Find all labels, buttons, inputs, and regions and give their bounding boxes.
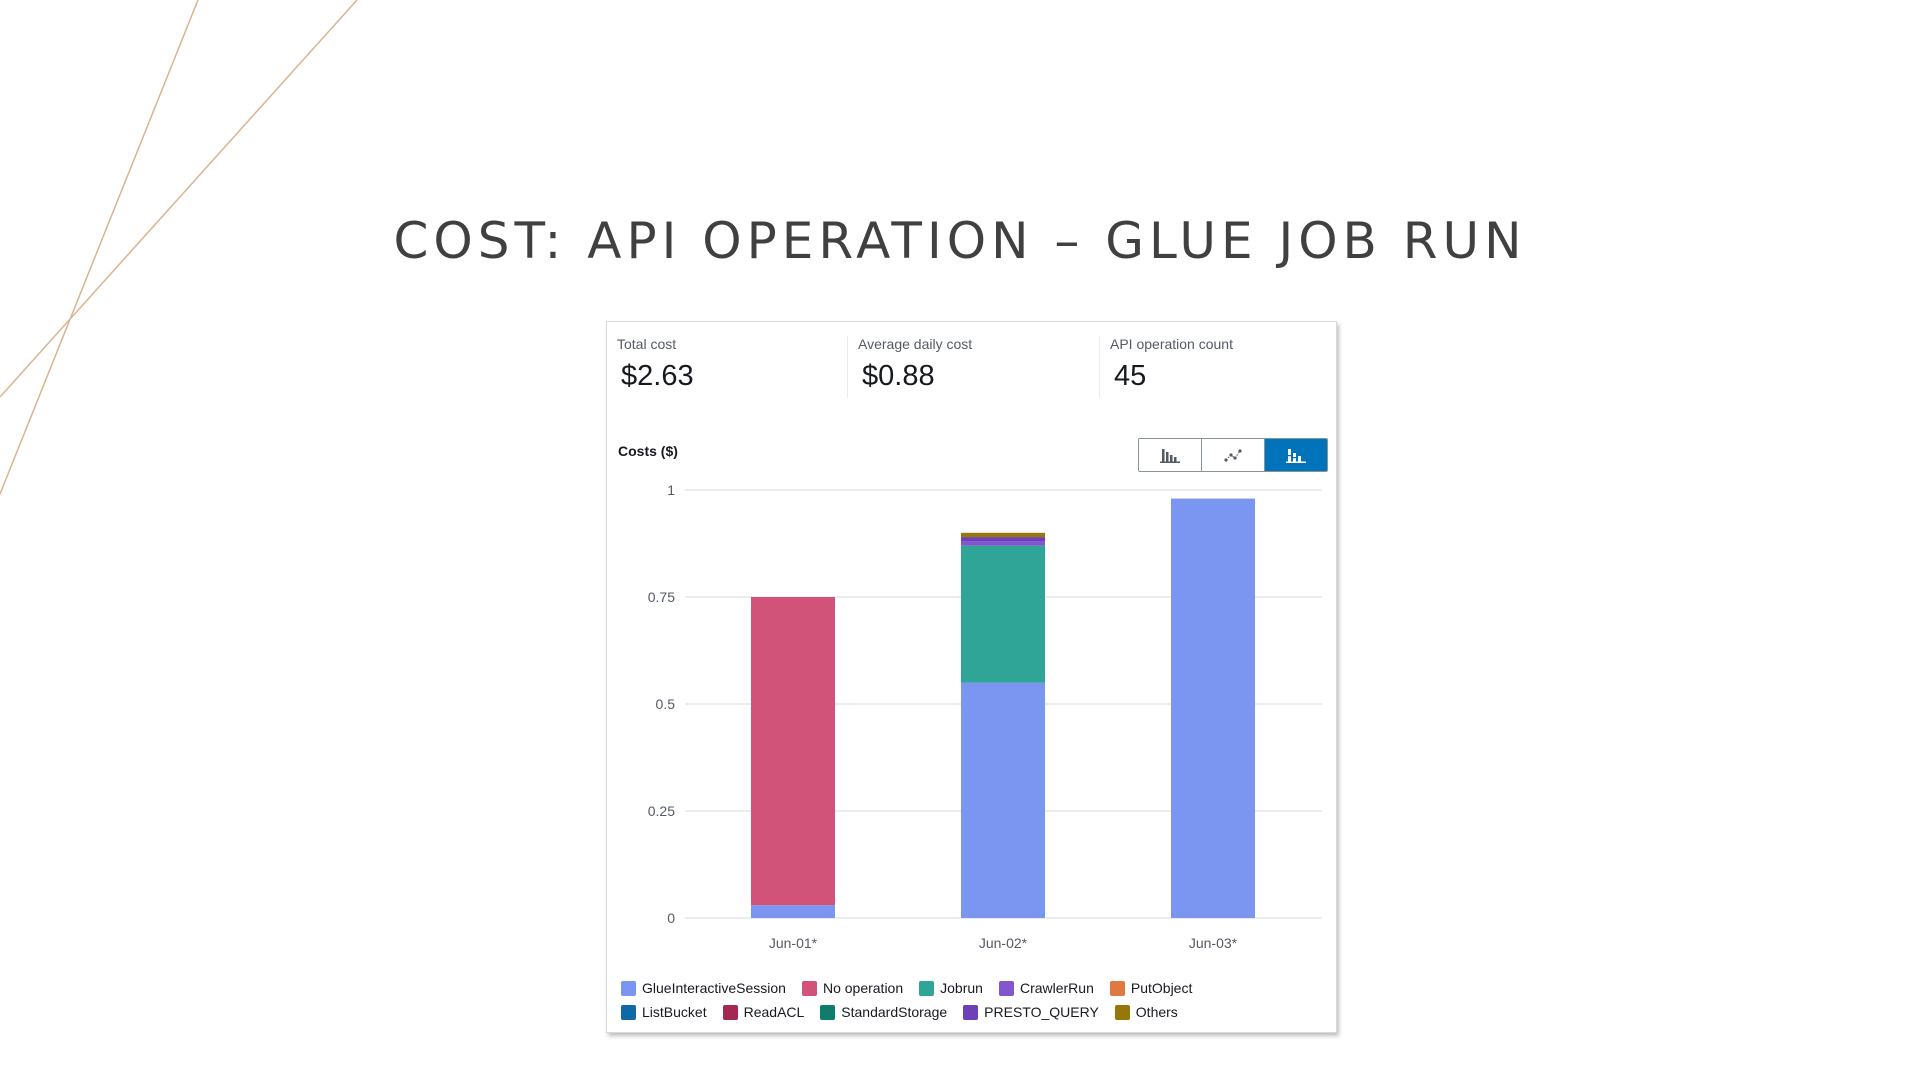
bar-segment — [751, 597, 835, 906]
metric-label: Average daily cost — [858, 336, 973, 352]
legend-label: Others — [1135, 1004, 1178, 1020]
summary-metrics: Total cost $2.63 Average daily cost $0.8… — [607, 322, 1336, 402]
bar-segment — [1171, 498, 1255, 918]
y-tick-label: 0.5 — [656, 696, 676, 712]
bar-segment — [961, 541, 1045, 546]
legend-label: Jobrun — [940, 980, 983, 996]
bar-segment — [961, 682, 1045, 918]
legend-item[interactable]: StandardStorage — [820, 1004, 947, 1020]
stacked-bar-chart-button[interactable] — [1264, 439, 1327, 471]
legend-label: ListBucket — [642, 1004, 707, 1020]
legend-swatch — [1114, 1004, 1130, 1020]
bar-segment — [961, 537, 1045, 542]
legend-swatch — [998, 980, 1014, 996]
legend-label: ReadACL — [743, 1004, 805, 1020]
y-tick-label: 0.25 — [648, 803, 675, 819]
legend-swatch — [801, 980, 817, 996]
legend-label: No operation — [822, 980, 904, 996]
legend-label: CrawlerRun — [1019, 980, 1094, 996]
y-tick-label: 0 — [667, 910, 675, 926]
legend-row: GlueInteractiveSession No operation Jobrun… — [621, 976, 1321, 1000]
x-tick-label: Jun-03* — [1189, 935, 1238, 951]
metric-label: API operation count — [1110, 336, 1233, 352]
cost-explorer-panel: Total cost $2.63 Average daily cost $0.8… — [606, 321, 1337, 1033]
legend-item[interactable]: Others — [1114, 1004, 1178, 1020]
line-chart-button[interactable] — [1201, 439, 1264, 471]
legend-swatch — [820, 1004, 836, 1020]
legend-label: PRESTO_QUERY — [984, 1004, 1099, 1020]
legend-swatch — [621, 1004, 636, 1020]
legend-row: ListBucket ReadACL StandardStorage PRESTO_Q… — [621, 1000, 1321, 1024]
stacked-bar-chart-icon — [1286, 449, 1306, 463]
x-tick-label: Jun-02* — [979, 935, 1028, 951]
legend-label: PutObject — [1130, 980, 1193, 996]
legend-label: GlueInteractiveSession — [642, 980, 786, 996]
bar-chart-button[interactable] — [1139, 439, 1201, 471]
slide-title: COST: API OPERATION – GLUE JOB RUN — [393, 212, 1527, 270]
legend-item[interactable]: GlueInteractiveSession — [621, 980, 786, 996]
legend-swatch — [621, 980, 636, 996]
legend-label: StandardStorage — [841, 1004, 948, 1020]
legend-item[interactable]: CrawlerRun — [998, 980, 1094, 996]
legend-item[interactable]: PRESTO_QUERY — [963, 1004, 1099, 1020]
bar-segment — [961, 545, 1045, 683]
legend-item[interactable]: No operation — [801, 980, 904, 996]
line-chart-icon — [1224, 449, 1242, 462]
bar-segment — [751, 905, 835, 918]
metric-value: $0.88 — [862, 360, 935, 392]
legend-item[interactable]: ReadACL — [722, 1004, 805, 1020]
legend-item[interactable]: PutObject — [1109, 980, 1193, 996]
y-tick-label: 0.75 — [648, 589, 675, 605]
bar-chart-icon — [1160, 449, 1180, 463]
x-tick-label: Jun-01* — [769, 935, 818, 951]
metric-label: Total cost — [617, 336, 677, 352]
stacked-bar-chart: 0 0.25 0.5 0.75 1 Jun-01* Jun-02* Jun-03* — [648, 482, 1322, 951]
legend-item[interactable]: Jobrun — [919, 980, 983, 996]
legend-swatch — [1109, 980, 1125, 996]
legend-swatch — [963, 1004, 979, 1020]
legend-swatch — [919, 980, 935, 996]
y-axis-label: Costs ($) — [618, 443, 678, 459]
metric-value: $2.63 — [621, 360, 694, 392]
decor-line — [0, 0, 358, 398]
decor-line — [0, 0, 199, 495]
bar-segment — [961, 532, 1045, 538]
chart-type-toggle — [1138, 438, 1328, 472]
y-tick-label: 1 — [667, 482, 675, 498]
api-operation-count-metric: API operation count 45 — [1099, 336, 1336, 398]
total-cost-metric: Total cost $2.63 — [607, 336, 845, 398]
legend-item[interactable]: ListBucket — [621, 1004, 707, 1020]
chart-legend: GlueInteractiveSession No operation Jobrun… — [621, 976, 1321, 1024]
average-daily-cost-metric: Average daily cost $0.88 — [847, 336, 1098, 398]
legend-swatch — [722, 1004, 738, 1020]
metric-value: 45 — [1114, 360, 1147, 392]
